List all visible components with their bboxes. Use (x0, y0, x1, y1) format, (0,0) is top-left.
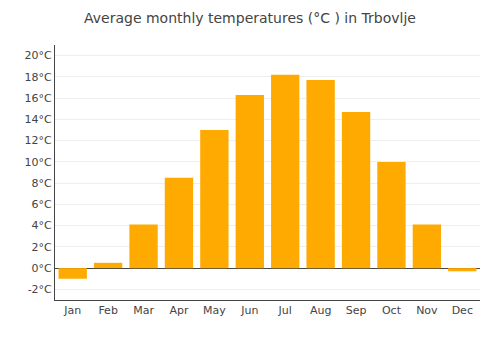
svg-text:20°C: 20°C (25, 49, 52, 62)
svg-text:Feb: Feb (98, 304, 117, 317)
svg-text:-2°C: -2°C (28, 283, 52, 296)
svg-text:8°C: 8°C (32, 177, 52, 190)
svg-text:Dec: Dec (452, 304, 473, 317)
svg-text:4°C: 4°C (32, 219, 52, 232)
svg-text:12°C: 12°C (25, 134, 52, 147)
svg-text:14°C: 14°C (25, 113, 52, 126)
svg-text:Jul: Jul (278, 304, 292, 317)
svg-text:Nov: Nov (416, 304, 438, 317)
svg-text:18°C: 18°C (25, 71, 52, 84)
svg-text:Average monthly temperatures (: Average monthly temperatures (°C ) in Tr… (84, 10, 416, 26)
svg-text:0°C: 0°C (32, 262, 52, 275)
svg-text:2°C: 2°C (32, 241, 52, 254)
svg-text:May: May (203, 304, 226, 317)
svg-text:6°C: 6°C (32, 198, 52, 211)
svg-text:Sep: Sep (346, 304, 367, 317)
svg-text:16°C: 16°C (25, 92, 52, 105)
svg-text:Aug: Aug (310, 304, 331, 317)
svg-text:10°C: 10°C (25, 156, 52, 169)
svg-text:Apr: Apr (169, 304, 189, 317)
svg-text:Jan: Jan (63, 304, 81, 317)
svg-text:Mar: Mar (133, 304, 154, 317)
svg-text:Jun: Jun (240, 304, 258, 317)
svg-text:Oct: Oct (382, 304, 402, 317)
